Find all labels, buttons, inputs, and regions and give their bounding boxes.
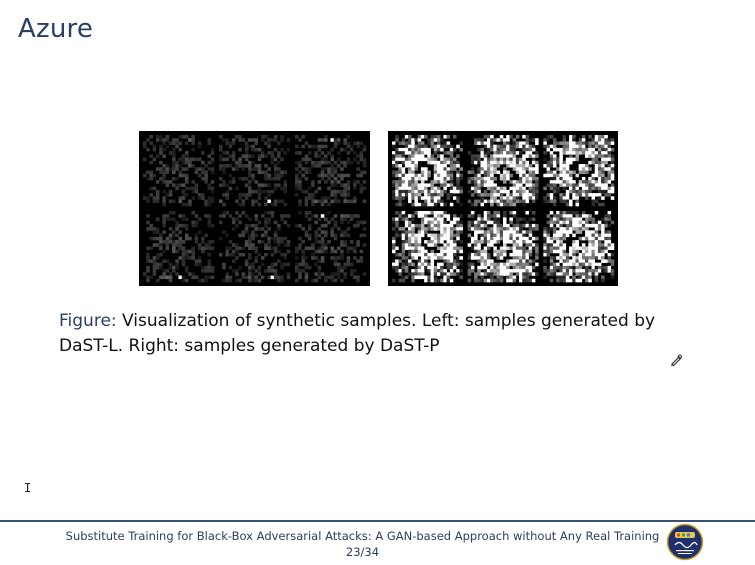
- sample-tile: [543, 135, 615, 207]
- program-logo-icon: [666, 523, 704, 565]
- footer-divider: [0, 520, 755, 522]
- sample-tile: [143, 135, 215, 207]
- synthetic-samples-grid-left: [143, 135, 367, 283]
- caption-text: Visualization of synthetic samples. Left…: [59, 311, 656, 356]
- slide-title: Azure: [18, 14, 94, 44]
- synthetic-samples-grid-right: [392, 135, 615, 283]
- sample-tile: [219, 211, 291, 283]
- text-cursor-icon: I: [24, 481, 32, 495]
- sample-tile: [392, 211, 463, 283]
- sample-tile: [392, 135, 463, 207]
- sample-tile: [295, 211, 367, 283]
- pen-annotation-icon[interactable]: [669, 352, 683, 371]
- page-number: 23/34: [345, 545, 380, 559]
- sample-tile: [467, 211, 539, 283]
- footer: Substitute Training for Black-Box Advers…: [40, 528, 685, 560]
- caption-label: Figure:: [59, 311, 117, 331]
- sample-tile: [467, 135, 539, 207]
- figure-right-samples: [388, 131, 618, 286]
- sample-tile: [295, 135, 367, 207]
- sample-tile: [219, 135, 291, 207]
- figure-caption: Figure: Visualization of synthetic sampl…: [59, 309, 699, 359]
- footer-title: Substitute Training for Black-Box Advers…: [65, 529, 660, 543]
- figure-left-samples: [139, 131, 370, 286]
- sample-tile: [543, 211, 615, 283]
- sample-tile: [143, 211, 215, 283]
